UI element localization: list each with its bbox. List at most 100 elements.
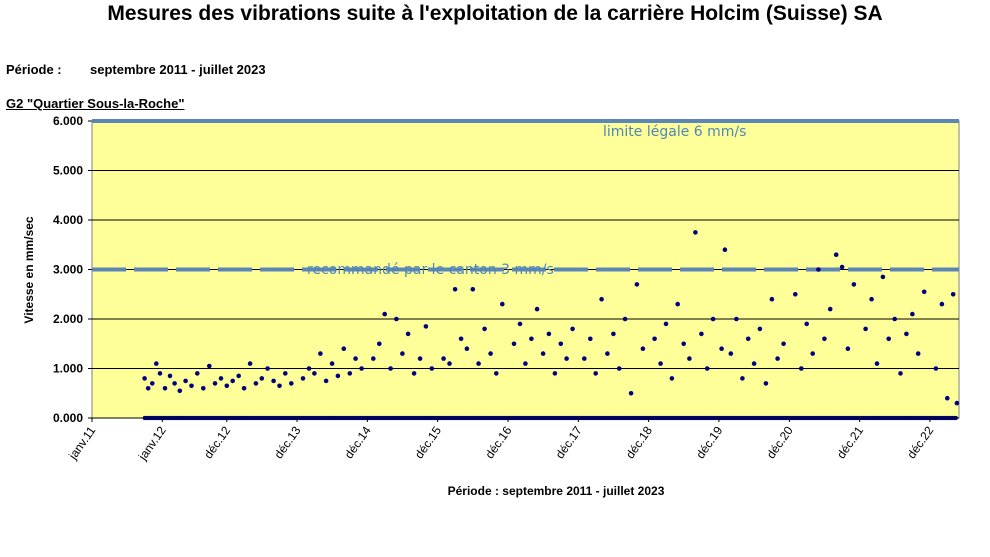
data-point [921, 289, 927, 295]
data-point [793, 292, 798, 297]
data-point [207, 363, 212, 369]
data-point [954, 400, 960, 406]
data-point [845, 346, 851, 352]
y-axis-title: Vitesse en mm/sec [22, 216, 36, 324]
data-point [833, 252, 839, 257]
data-point [658, 361, 663, 366]
data-point [394, 316, 399, 322]
data-point [863, 326, 868, 332]
data-point [851, 282, 857, 287]
data-point [704, 366, 710, 371]
data-point [488, 351, 493, 356]
data-point [757, 326, 763, 332]
data-point [640, 346, 646, 352]
data-point [799, 366, 804, 371]
data-point [880, 274, 886, 280]
data-point [886, 336, 891, 342]
data-point [822, 336, 827, 342]
data-point [236, 373, 241, 379]
data-point [915, 351, 921, 356]
data-point [417, 356, 423, 361]
x-tick-label: déc.17 [553, 423, 585, 461]
data-point [763, 381, 769, 386]
data-point [300, 376, 306, 381]
x-tick-label: janv.11 [65, 423, 98, 462]
data-point [663, 321, 669, 327]
period-value: septembre 2011 - juillet 2023 [90, 62, 266, 77]
data-point [382, 311, 388, 317]
data-point [616, 366, 622, 371]
x-tick-label: déc.13 [271, 423, 303, 461]
x-tick-label: déc.16 [482, 423, 514, 461]
data-point [558, 341, 564, 347]
reference-lines: limite légale 6 mm/s recommandé par le c… [92, 119, 959, 278]
data-point [628, 391, 634, 396]
data-point [740, 376, 745, 381]
data-point [751, 361, 757, 366]
data-point [734, 316, 739, 322]
data-point [306, 366, 312, 371]
data-point [652, 336, 657, 342]
data-point [230, 378, 235, 384]
period-row: Période : septembre 2011 - juillet 2023 [6, 62, 266, 77]
data-point [534, 306, 540, 312]
data-point [441, 356, 446, 361]
data-point [341, 346, 347, 352]
data-point [781, 341, 786, 347]
data-point [775, 356, 780, 361]
data-point [605, 351, 610, 356]
data-point [910, 311, 915, 317]
data-point [371, 356, 376, 361]
data-point [933, 366, 939, 371]
x-tick-label: déc.14 [342, 423, 374, 461]
data-point [869, 296, 874, 302]
data-point [323, 378, 329, 384]
y-tick-label: 1.000 [53, 362, 83, 376]
data-point [839, 264, 845, 270]
data-point [874, 361, 880, 366]
data-point [177, 388, 183, 394]
data-point [452, 287, 458, 292]
data-point [195, 371, 200, 376]
x-tick-label: déc.15 [412, 423, 444, 461]
y-axis-ticks: 0.000 1.000 2.000 3.000 4.000 5.000 6.000 [53, 114, 92, 425]
station-label: G2 "Quartier Sous-la-Roche" [6, 96, 185, 111]
canton-recommended-label: recommandé par le canton 3 mm/s [307, 262, 554, 278]
data-point [150, 381, 155, 386]
data-point [511, 341, 517, 347]
data-point [722, 247, 728, 252]
data-point [675, 301, 680, 307]
data-point [769, 296, 775, 302]
x-tick-label: déc.12 [201, 423, 233, 461]
data-point [669, 376, 675, 381]
data-point [218, 376, 224, 381]
data-point [447, 361, 452, 366]
data-point [611, 331, 616, 337]
data-point [540, 351, 546, 356]
data-point [816, 267, 821, 272]
data-point [377, 341, 382, 347]
y-tick-label: 4.000 [53, 213, 83, 227]
data-point [470, 287, 476, 292]
data-point [388, 366, 393, 371]
data-point [693, 230, 698, 235]
data-point [259, 376, 265, 381]
data-point [411, 371, 417, 376]
data-point [312, 371, 317, 376]
data-point [892, 316, 897, 322]
y-tick-label: 5.000 [53, 164, 83, 178]
data-point [172, 381, 177, 386]
data-point [458, 336, 464, 342]
data-point [405, 331, 411, 337]
chart-title: Mesures des vibrations suite à l'exploit… [107, 2, 883, 25]
data-point [904, 331, 909, 337]
y-tick-label: 3.000 [53, 263, 83, 277]
data-point [353, 356, 358, 361]
data-point [329, 361, 335, 366]
data-points [142, 230, 960, 421]
data-point [183, 378, 188, 384]
data-point [241, 386, 247, 391]
x-axis-ticks: janv.11 janv.12 déc.12 déc.13 déc.14 déc.15 dé… [65, 417, 959, 464]
y-tick-label: 2.000 [53, 312, 83, 326]
